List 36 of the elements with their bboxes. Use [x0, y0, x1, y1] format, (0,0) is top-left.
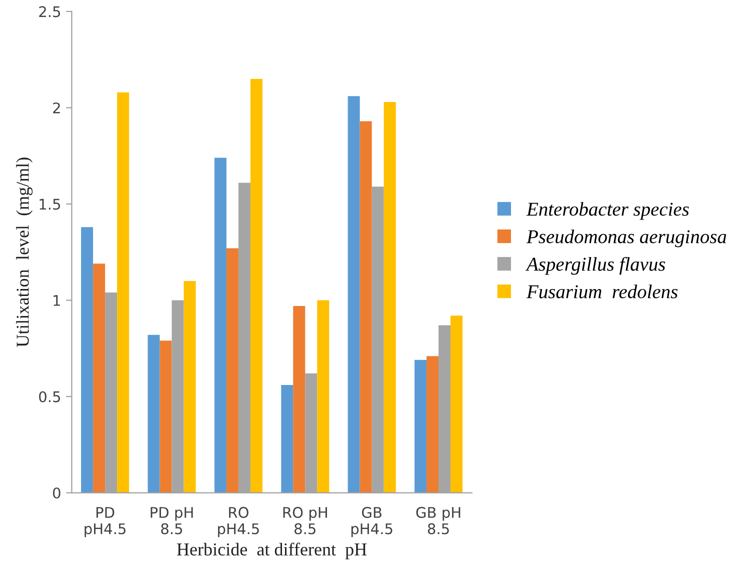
y-tick-label: 2.5 — [39, 6, 60, 18]
bar — [226, 248, 238, 493]
bar — [360, 121, 372, 493]
bar — [160, 340, 172, 493]
y-tick-label: 0 — [52, 487, 60, 499]
legend-label: Pseudomonas aeruginosa — [526, 230, 726, 248]
bar — [184, 281, 196, 493]
x-tick-label: GB pH4.5 — [351, 506, 392, 538]
x-tick-label: PD pH 8.5 — [150, 507, 193, 534]
legend-label: Fusarium redolens — [526, 284, 678, 298]
bar — [117, 92, 130, 493]
x-tick-label: RO pH4.5 — [218, 506, 259, 538]
y-tick-label: 2 — [53, 102, 60, 114]
bar — [348, 96, 360, 493]
bar — [148, 334, 160, 493]
y-tick-label: 1 — [54, 295, 60, 306]
legend-label: Aspergillus flavus — [525, 256, 666, 275]
bar — [414, 360, 427, 493]
bar — [214, 158, 226, 493]
bar — [93, 264, 106, 493]
y-axis-title: Utilixation level (mg/ml) — [16, 158, 33, 348]
x-tick-label: GB pH 8.5 — [416, 506, 460, 534]
bar — [450, 316, 463, 493]
x-tick-label: RO pH 8.5 — [283, 506, 327, 534]
bar — [250, 78, 262, 493]
y-tick-label: 0.5 — [39, 391, 60, 402]
x-tick-label: PD pH4.5 — [84, 507, 126, 538]
bar — [281, 384, 294, 493]
bar — [426, 356, 439, 493]
y-tick-label: 1.5 — [40, 198, 60, 210]
bar — [317, 300, 330, 493]
bar — [81, 227, 94, 493]
bar — [293, 306, 306, 493]
legend-label: Enterobacter species — [526, 202, 689, 220]
bar — [384, 102, 396, 493]
x-axis-title: Herbicide at different pH — [176, 542, 367, 560]
